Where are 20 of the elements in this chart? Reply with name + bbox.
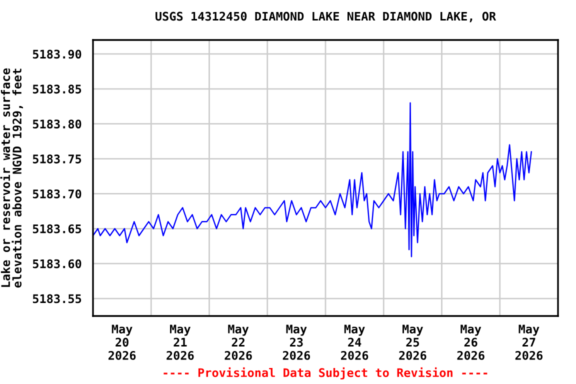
y-tick-label: 5183.75 [32,154,82,164]
x-tick-label: May 20 2026 [108,324,136,360]
y-tick-label: 5183.85 [32,84,82,94]
x-tick-label: May 25 2026 [399,324,426,360]
text: ---- Provisional Data Subject to Revision ---- [164,367,488,380]
x-tick-label: May 22 2026 [224,324,252,360]
y-tick-label: 5183.90 [32,50,82,59]
x-tick-label: May 27 2026 [515,324,543,360]
chart-title: USGS 14312450 DIAMOND LAKE NEAR DIAMOND LAKE, OR [156,12,496,22]
x-tick-label: May 24 2026 [341,324,368,360]
y-tick-label: 5183.65 [32,224,82,234]
y-tick-label: 5183.55 [32,294,82,304]
x-tick-label: May 21 2026 [166,324,194,360]
y-tick-label: 5183.70 [32,189,82,198]
x-tick-label: May 26 2026 [457,324,484,360]
x-tick-label: May 23 2026 [282,324,310,360]
y-tick-label: 5183.60 [32,259,82,268]
y-tick-label: 5183.80 [32,120,82,128]
line-series [93,102,532,258]
y-axis-title: Lake or reservoir water surface elevation above NGVD 1929, feet [0,68,24,288]
